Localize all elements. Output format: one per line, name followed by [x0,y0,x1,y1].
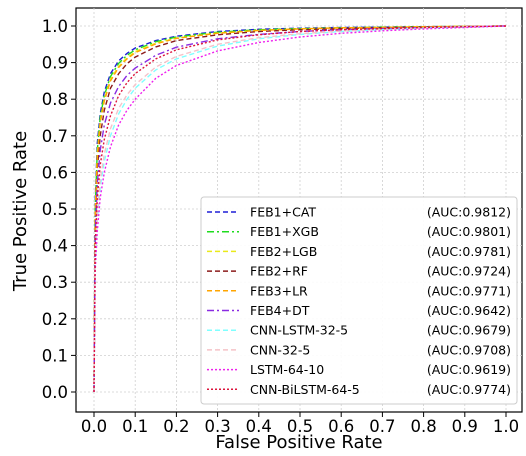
y-tick-label: 0.6 [42,163,68,182]
legend-auc-value: (AUC:0.9812) [427,205,511,220]
x-tick-label: 0.3 [204,417,230,436]
y-axis-label: True Positive Rate [10,131,31,292]
y-tick-label: 0.0 [42,383,68,402]
legend-series-name: LSTM-64-10 [250,362,324,377]
legend-auc-value: (AUC:0.9679) [427,323,511,338]
legend-series-name: CNN-32-5 [250,342,310,357]
legend-box [200,196,518,405]
roc-curve-cnn-lstm-32-5 [93,25,507,393]
legend-auc-value: (AUC:0.9781) [427,244,511,259]
y-axis-ticks: 0.0 0.1 0.2 0.3 0.4 0.5 0.6 0.7 0.8 0.9 1.0 [42,17,76,402]
legend-series-name: FEB2+LGB [250,244,317,259]
y-tick-label: 0.3 [42,273,68,292]
roc-curve-feb1-cat [93,25,507,393]
roc-curve-feb4-dt [93,25,507,393]
roc-curve-cnn-bilstm-64-5 [93,25,507,393]
y-tick-label: 0.2 [42,310,68,329]
legend-auc-value: (AUC:0.9774) [427,382,511,397]
legend-series-name: FEB1+XGB [250,224,319,239]
roc-curves [93,25,507,393]
y-tick-label: 0.7 [42,127,68,146]
roc-curve-cnn-32-5 [93,25,507,393]
legend-series-name: FEB1+CAT [250,205,316,220]
x-tick-label: 0.7 [369,417,395,436]
x-tick-label: 0.4 [246,417,272,436]
y-tick-label: 0.1 [42,346,68,365]
legend-auc-value: (AUC:0.9801) [427,224,511,239]
y-tick-label: 0.5 [42,200,68,219]
legend-auc-value: (AUC:0.9724) [427,264,511,279]
legend-auc-value: (AUC:0.9642) [427,303,511,318]
x-tick-label: 1.0 [493,417,519,436]
x-tick-label: 0.9 [452,417,478,436]
x-tick-label: 0.8 [410,417,436,436]
y-tick-label: 0.8 [42,90,68,109]
legend-auc-value: (AUC:0.9771) [427,283,511,298]
y-tick-label: 1.0 [42,17,68,36]
x-tick-label: 0.2 [163,417,189,436]
legend-series-name: CNN-LSTM-32-5 [250,323,348,338]
x-tick-label: 0.1 [122,417,148,436]
legend-series-name: CNN-BiLSTM-64-5 [250,382,360,397]
x-tick-label: 0.5 [287,417,313,436]
y-tick-label: 0.9 [42,54,68,73]
legend-auc-value: (AUC:0.9708) [427,342,511,357]
x-axis-ticks: 0.0 0.1 0.2 0.3 0.4 0.5 0.6 0.7 0.8 0.9 1.0 [81,412,519,436]
legend-series-name: FEB3+LR [250,283,308,298]
legend-auc-value: (AUC:0.9619) [427,362,511,377]
legend-series-name: FEB2+RF [250,264,308,279]
legend: FEB1+CAT (AUC:0.9812) FEB1+XGB (AUC:0.9801)… [200,196,518,405]
roc-curve-lstm-64-10 [93,25,507,393]
legend-series-name: FEB4+DT [250,303,310,318]
roc-curve-feb3-lr [93,25,507,393]
x-axis-label: False Positive Rate [215,432,382,453]
x-tick-label: 0.6 [328,417,354,436]
x-tick-label: 0.0 [81,417,107,436]
y-tick-label: 0.4 [42,237,68,256]
